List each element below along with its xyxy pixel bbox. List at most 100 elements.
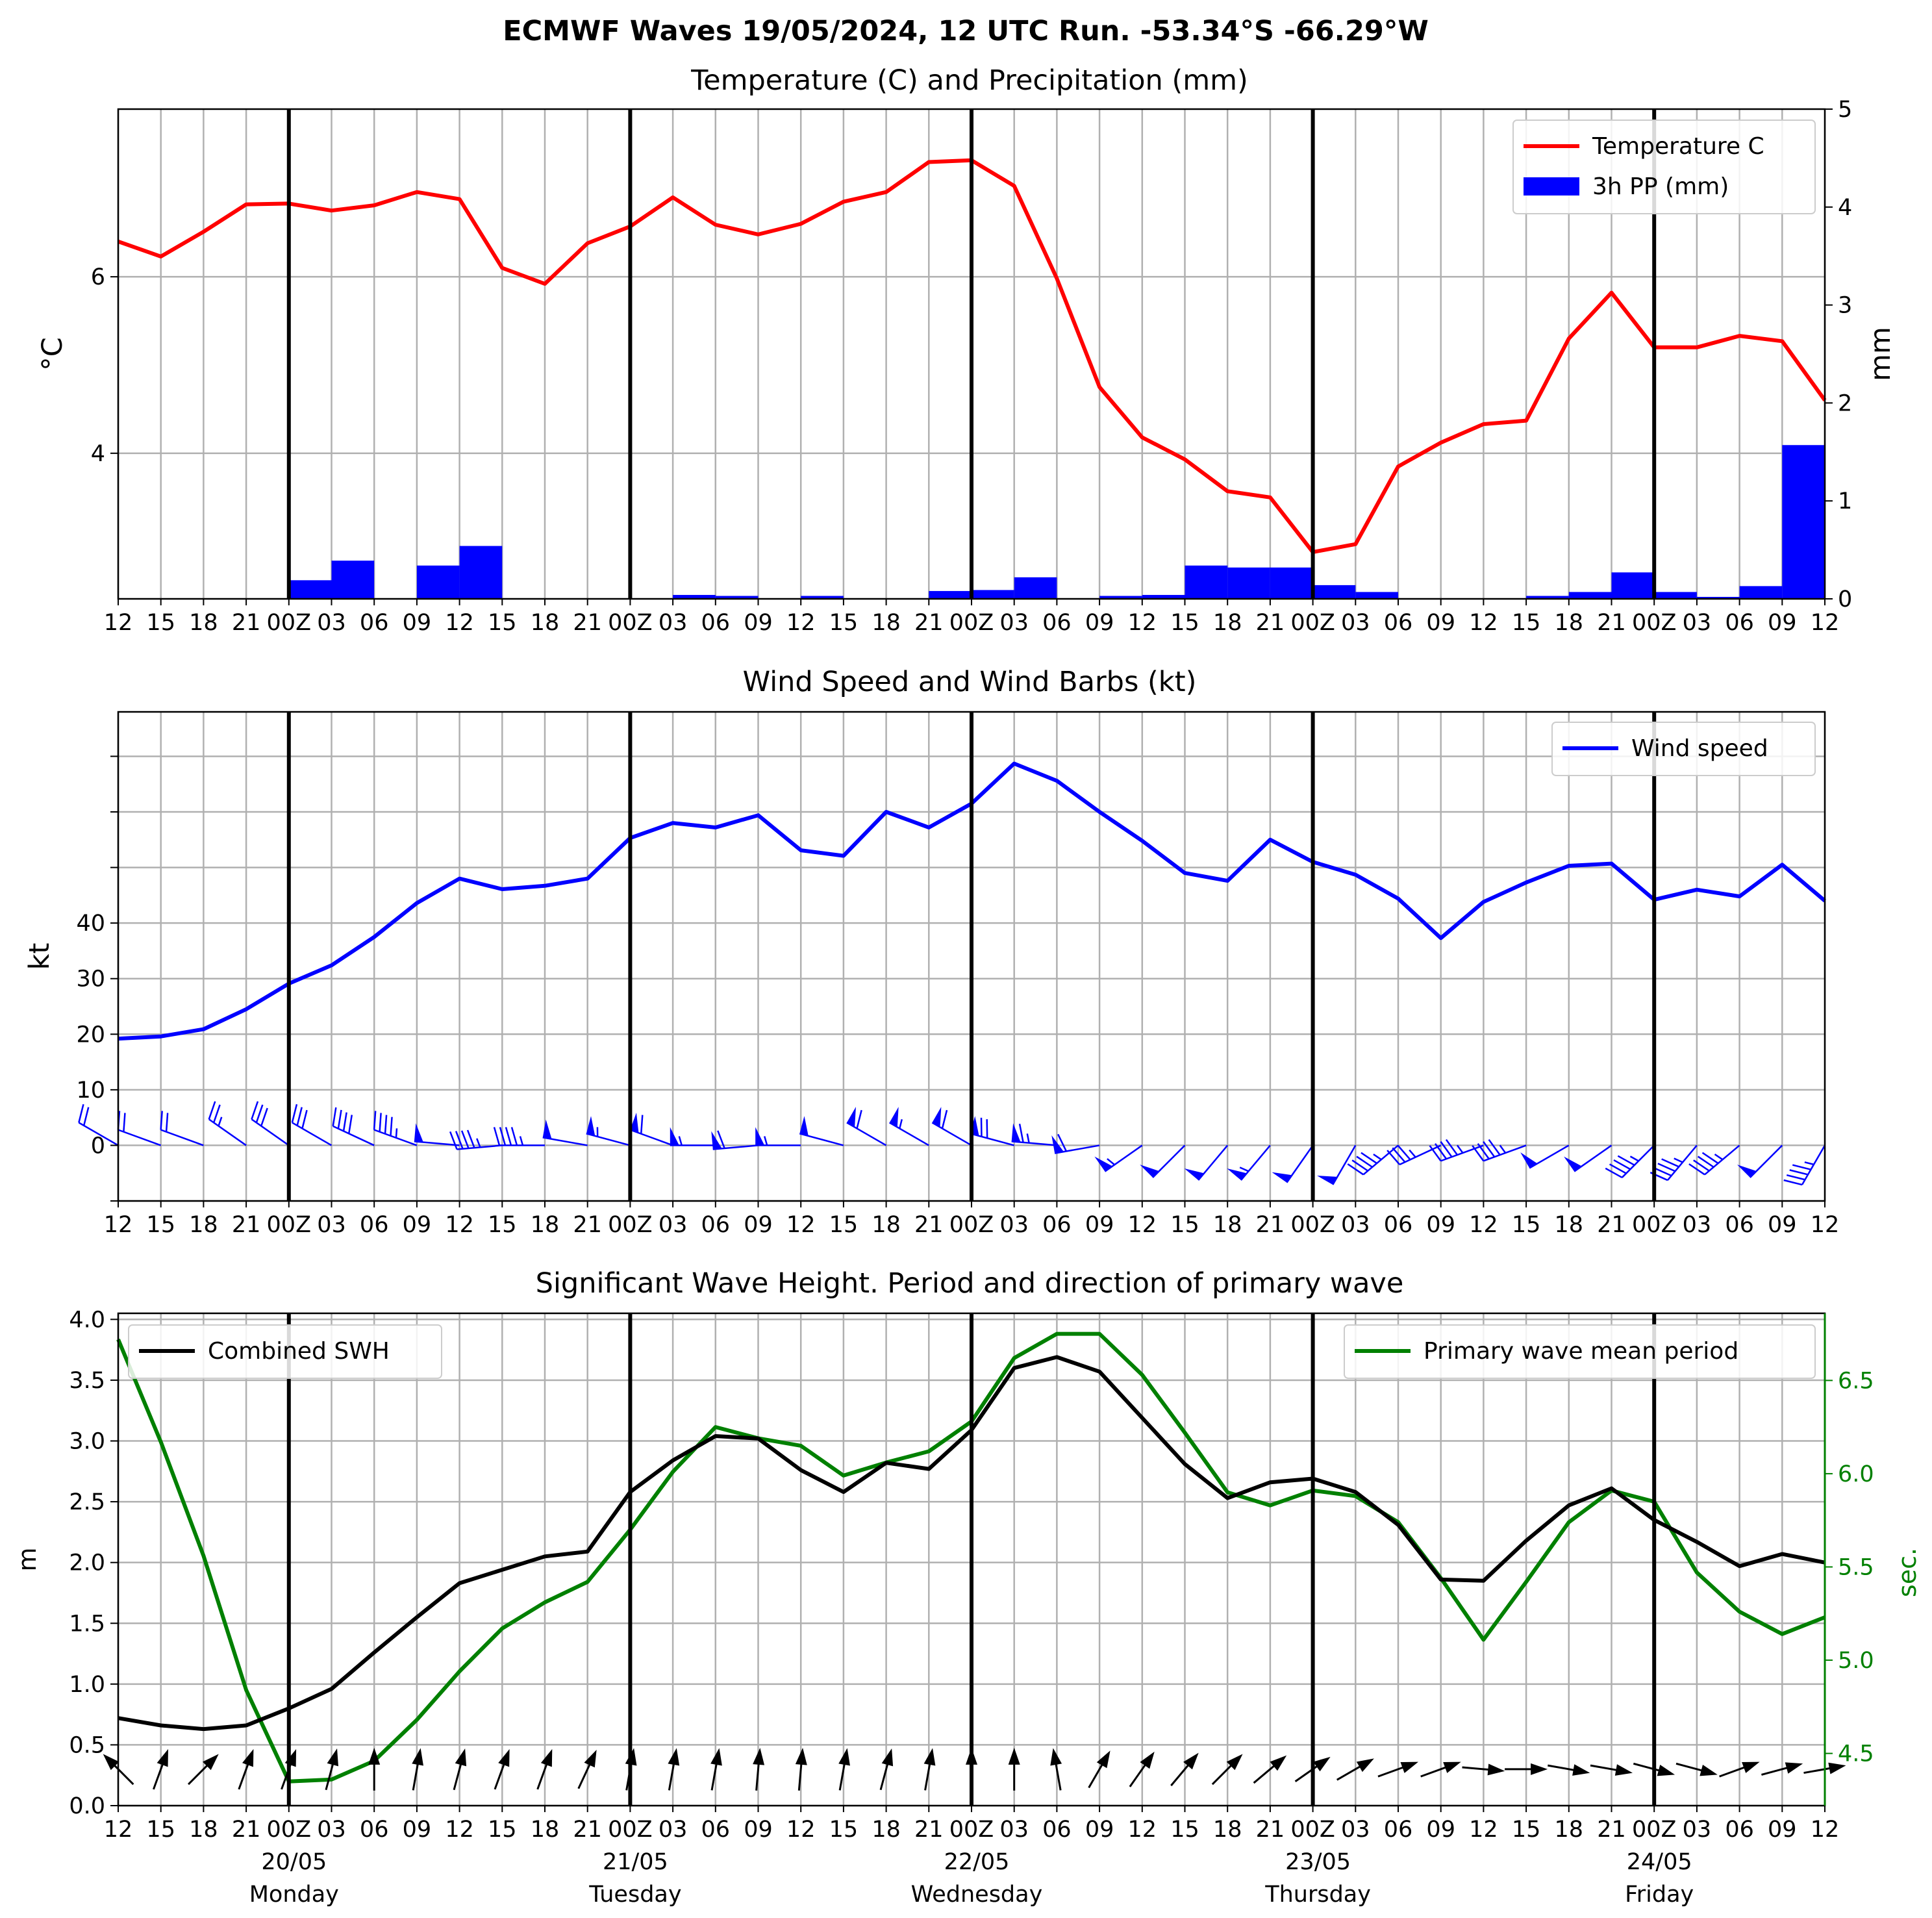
x-tick-label: 18 [531, 610, 560, 636]
x-tick-label: 21 [1597, 1817, 1626, 1843]
x-tick-label: 09 [744, 1817, 773, 1843]
barb-half-feather [520, 1136, 523, 1145]
x-tick-label: 06 [360, 610, 389, 636]
x-tick-label: 18 [872, 1817, 901, 1843]
wind-barb [890, 1107, 929, 1145]
x-tick-label: 00Z [267, 610, 312, 636]
x-tick-label: 00Z [608, 1212, 653, 1238]
arrow-head [1443, 1762, 1461, 1773]
x-tick-label: 15 [146, 610, 175, 636]
barb-feather [494, 1127, 499, 1145]
arrow-head [1009, 1748, 1020, 1765]
wind-barb [1012, 1123, 1057, 1145]
x-tick-label: 18 [872, 610, 901, 636]
y-tick-label: 40 [76, 911, 105, 937]
y2-tick-label: 2 [1838, 390, 1852, 416]
x-tick-label: 21 [232, 1212, 261, 1238]
wind-barb [209, 1102, 246, 1146]
arrow-head [1531, 1763, 1548, 1775]
wind-barb [450, 1130, 502, 1150]
wind-barb [1650, 1145, 1697, 1180]
barb-staff [1333, 1145, 1355, 1185]
x-tick-label: 00Z [1290, 1212, 1335, 1238]
arrow-head [1785, 1762, 1803, 1773]
precip-bar [460, 546, 503, 599]
x-tick-label: 12 [445, 610, 474, 636]
barb-feather [512, 1127, 517, 1145]
wind-barb [1094, 1145, 1142, 1171]
x-tick-label: 18 [531, 1817, 560, 1843]
x-tick-label: 03 [317, 610, 346, 636]
x-tick-label: 21 [1256, 1212, 1285, 1238]
precip-bar [1740, 586, 1783, 599]
legend-label: Primary wave mean period [1424, 1338, 1738, 1365]
x-tick-label: 12 [1811, 1817, 1840, 1843]
x-tick-label: 12 [1811, 610, 1840, 636]
arrow-head [1615, 1764, 1633, 1776]
barb-flag [1227, 1168, 1246, 1180]
barb-feather [257, 1105, 263, 1123]
barb-feather [857, 1110, 862, 1128]
barb-half-feather [1714, 1154, 1722, 1159]
legend-label: Temperature C [1592, 133, 1764, 160]
barb-feather [1784, 1180, 1802, 1185]
precip-bar [417, 566, 460, 599]
y2-tick-label: 4.5 [1838, 1741, 1874, 1767]
x-tick-label: 15 [488, 610, 517, 636]
x-tick-label: 06 [360, 1817, 389, 1843]
arrow-head [1657, 1765, 1675, 1776]
x-tick-label: 06 [1042, 1212, 1072, 1238]
x-tick-label: 15 [1170, 1212, 1199, 1238]
barb-feather [166, 1113, 168, 1132]
x-tick-label: 18 [1213, 1817, 1242, 1843]
x-tick-label: 03 [317, 1817, 346, 1843]
wind-barb [1185, 1145, 1227, 1180]
wind-barb [970, 1116, 1014, 1145]
x-tick-label: 15 [488, 1212, 517, 1238]
wind-barb [755, 1127, 801, 1145]
x-tick-label: 00Z [949, 610, 994, 636]
barb-feather [344, 1113, 347, 1131]
barb-feather [297, 1107, 302, 1126]
barb-staff [1286, 1145, 1312, 1182]
x-tick-label: 18 [189, 1817, 218, 1843]
wind-barb [118, 1111, 161, 1145]
y2-tick-label: 6.5 [1838, 1368, 1874, 1394]
legend-swatch [1524, 177, 1579, 196]
wind-barb [847, 1107, 886, 1145]
y-tick-label: 10 [76, 1078, 105, 1104]
wind-barb [1272, 1145, 1313, 1182]
precip-bar [929, 591, 972, 599]
x-tick-label: 12 [104, 1817, 133, 1843]
x-tick-label: 06 [1384, 1212, 1413, 1238]
y2-tick-label: 6.0 [1838, 1461, 1874, 1487]
y-tick-label: 2.0 [69, 1550, 105, 1576]
x-tick-label: 09 [1426, 1212, 1455, 1238]
barb-flag [1185, 1168, 1204, 1180]
wind-panel-title: Wind Speed and Wind Barbs (kt) [743, 666, 1197, 698]
x-tick-label: 03 [1341, 1817, 1370, 1843]
x-tick-label: 09 [403, 1817, 432, 1843]
precip-bar [1227, 568, 1270, 599]
barb-feather [450, 1131, 457, 1149]
barb-feather [380, 1113, 381, 1132]
x-tick-label: 03 [1341, 610, 1370, 636]
x-tick-label: 18 [872, 1212, 901, 1238]
barb-feather [641, 1115, 642, 1134]
wind-barb [161, 1111, 204, 1145]
barb-half-feather [764, 1136, 767, 1145]
day-weekday-label: Thursday [1264, 1882, 1371, 1908]
precip-bar [1569, 592, 1612, 599]
wave-direction-arrow [1009, 1748, 1020, 1791]
wind-barb [414, 1123, 460, 1145]
wind-barb [799, 1116, 844, 1145]
x-tick-label: 21 [232, 1817, 261, 1843]
x-tick-label: 18 [1213, 1212, 1242, 1238]
arrow-head [498, 1749, 509, 1767]
legend-label: Wind speed [1631, 735, 1768, 762]
precip-bar [972, 590, 1014, 599]
y-tick-label: 20 [76, 1022, 105, 1048]
main-title: ECMWF Waves 19/05/2024, 12 UTC Run. -53.… [503, 15, 1429, 47]
x-tick-label: 00Z [949, 1212, 994, 1238]
wind-barb [1520, 1145, 1569, 1168]
